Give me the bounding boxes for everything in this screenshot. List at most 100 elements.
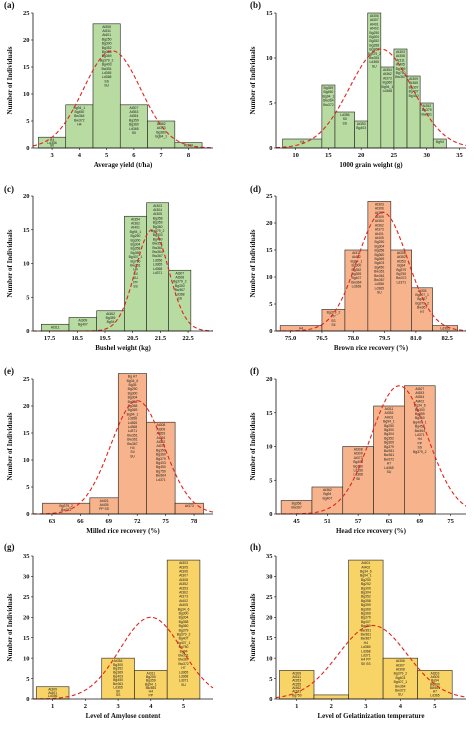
bar-note: Bg300 <box>351 264 361 268</box>
bar-note: Bg379 <box>422 108 432 112</box>
y-tick-label: 0 <box>26 145 29 152</box>
panel-b: (b)H4Bg359Bg450Bg94_1Bw364Bw372Ld356SIIS… <box>249 0 467 169</box>
bar-note: H7 <box>387 462 391 466</box>
bar-note: Bw351 <box>384 449 394 453</box>
bar-note: Bg450 <box>415 425 425 429</box>
x-tick-label: 66 <box>77 518 84 525</box>
bar-note: Ld368 <box>383 89 393 93</box>
bar-note: Ld356 <box>47 141 57 145</box>
histogram-bar <box>382 657 418 700</box>
bar-note: Bg300 <box>430 682 440 686</box>
bar-note: PP SS <box>99 507 110 511</box>
bar-note: Bw367 <box>374 278 384 282</box>
bar-note: Ld365 <box>113 686 123 690</box>
bar-note: Bg379_2 <box>100 58 114 62</box>
bar-note: Bg94_1 <box>74 106 86 110</box>
x-tick-label: 5 <box>105 152 109 159</box>
bar-note: Bg300 <box>128 391 138 395</box>
bar-note: At306 <box>102 25 111 29</box>
x-tick-label: 51 <box>324 518 331 525</box>
normal-fit-curve <box>275 211 467 332</box>
bar-note: At405 <box>396 63 405 67</box>
bar-note: Bw367 <box>152 254 162 258</box>
bar-note: Bg250 <box>131 234 141 238</box>
bar-note: At307 <box>370 18 379 22</box>
bar-note: At401 <box>48 691 57 695</box>
bar-note: Bg250 <box>361 578 371 582</box>
x-tick-label: 75 <box>447 518 454 525</box>
y-tick-label: 30 <box>23 574 30 581</box>
bar-note: Bw364 <box>156 474 166 478</box>
y-tick-label: 20 <box>23 37 30 44</box>
y-tick-label: 0 <box>26 696 29 703</box>
y-tick-label: 20 <box>266 614 273 621</box>
x-tick-label: 63 <box>49 518 56 525</box>
y-tick-label: 25 <box>23 10 30 17</box>
bar-note: Bg359 <box>106 316 116 320</box>
bar-note: Bg360 <box>153 225 163 229</box>
bar-note: Bg35 <box>129 383 137 387</box>
x-axis-title: Brown rice recovery (%) <box>334 344 409 352</box>
y-tick-label: 5 <box>269 100 273 107</box>
bar-note: Bg352 <box>102 46 112 50</box>
bar-note: Bg379 <box>384 445 394 449</box>
bar-note: At354 <box>131 217 140 221</box>
bar-note: Bg304 <box>361 590 371 594</box>
bar-note: Bw251 <box>130 263 140 267</box>
bar-note: Bw361 <box>361 632 371 636</box>
bar-note: Bg250 <box>384 424 394 428</box>
bar-note: Bg359 <box>324 86 334 90</box>
bar-note: At362 <box>292 686 301 690</box>
bar-note: Bg450 <box>113 678 123 682</box>
bar-note: H4 PP <box>361 658 372 662</box>
y-tick-label: 35 <box>23 553 30 560</box>
bar-note: Bg360 <box>156 130 166 134</box>
histogram-bar <box>147 120 176 149</box>
x-axis-title: Average yield (t/ha) <box>94 161 153 169</box>
y-tick-label: 20 <box>23 193 30 200</box>
x-tick-label: 3 <box>116 703 120 710</box>
x-tick-label: 57 <box>355 518 362 525</box>
bar-note: At353 <box>415 391 424 395</box>
y-tick-label: 5 <box>26 484 30 491</box>
bar-note: PP <box>331 315 336 319</box>
x-tick-label: 10 <box>292 152 299 159</box>
bar-note: Bg379 <box>179 628 189 632</box>
bar-note: Bw372 <box>395 689 405 693</box>
bar-note: Ld371 <box>415 433 425 437</box>
bar-note: At362 <box>179 590 188 594</box>
bar-note: Bg307 <box>417 297 427 301</box>
bar-note: Bg300 <box>369 35 379 39</box>
bar-note: At307 <box>129 106 138 110</box>
bar-note: PP <box>149 693 154 697</box>
histogram-bar <box>404 385 436 515</box>
bar-note: Bg369 <box>369 48 379 52</box>
y-tick-label: 10 <box>266 444 273 451</box>
bar-note: Bw361 <box>430 686 440 690</box>
bar-note: Bg307 <box>409 85 419 89</box>
bar-note: Bg358 <box>361 599 371 603</box>
bar-note: Bg34_6 <box>178 607 190 611</box>
bar-note: At352 <box>179 582 188 586</box>
bar-note: Ld365 <box>179 670 189 674</box>
bar-note: SU <box>104 84 109 88</box>
bar-note: Bg360 <box>129 123 139 127</box>
bar-note: Bg250 <box>146 675 156 679</box>
bar-note: SS <box>331 319 336 323</box>
x-tick-label: 79.5 <box>379 335 391 342</box>
bar-note: Bg352 <box>369 39 379 43</box>
bar-note: Bg407 <box>361 620 371 624</box>
histogram-bar <box>313 694 349 700</box>
bar-note: Ld371 <box>361 653 371 657</box>
bar-note: Bg450 <box>156 465 166 469</box>
bar-note: At306 <box>396 659 405 663</box>
y-axis-title: Number of Individuals <box>249 46 257 114</box>
panel-g: (g)At309At401Ld356At354Bg300Bg352Bg369Bg… <box>4 542 214 720</box>
bar-note: At303 <box>375 202 384 206</box>
bar-note: Bg379 <box>156 457 166 461</box>
bar-note: At353 <box>385 411 394 415</box>
y-tick-label: 0 <box>269 511 272 518</box>
bar-note: Bg369 <box>374 257 384 261</box>
histogram-bar <box>101 657 135 700</box>
